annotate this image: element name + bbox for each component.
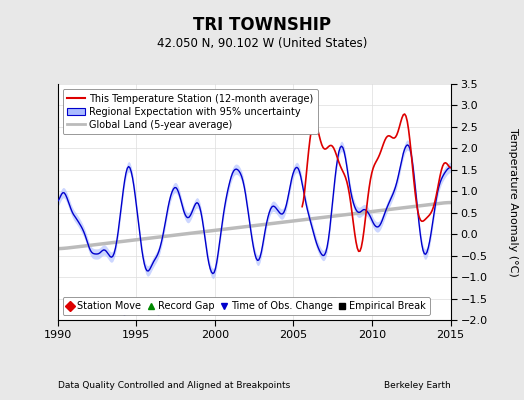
Text: Data Quality Controlled and Aligned at Breakpoints: Data Quality Controlled and Aligned at B… [58, 381, 290, 390]
Text: TRI TOWNSHIP: TRI TOWNSHIP [193, 16, 331, 34]
Text: Berkeley Earth: Berkeley Earth [384, 381, 451, 390]
Y-axis label: Temperature Anomaly (°C): Temperature Anomaly (°C) [508, 128, 518, 276]
Legend: Station Move, Record Gap, Time of Obs. Change, Empirical Break: Station Move, Record Gap, Time of Obs. C… [62, 297, 430, 315]
Text: 42.050 N, 90.102 W (United States): 42.050 N, 90.102 W (United States) [157, 37, 367, 50]
